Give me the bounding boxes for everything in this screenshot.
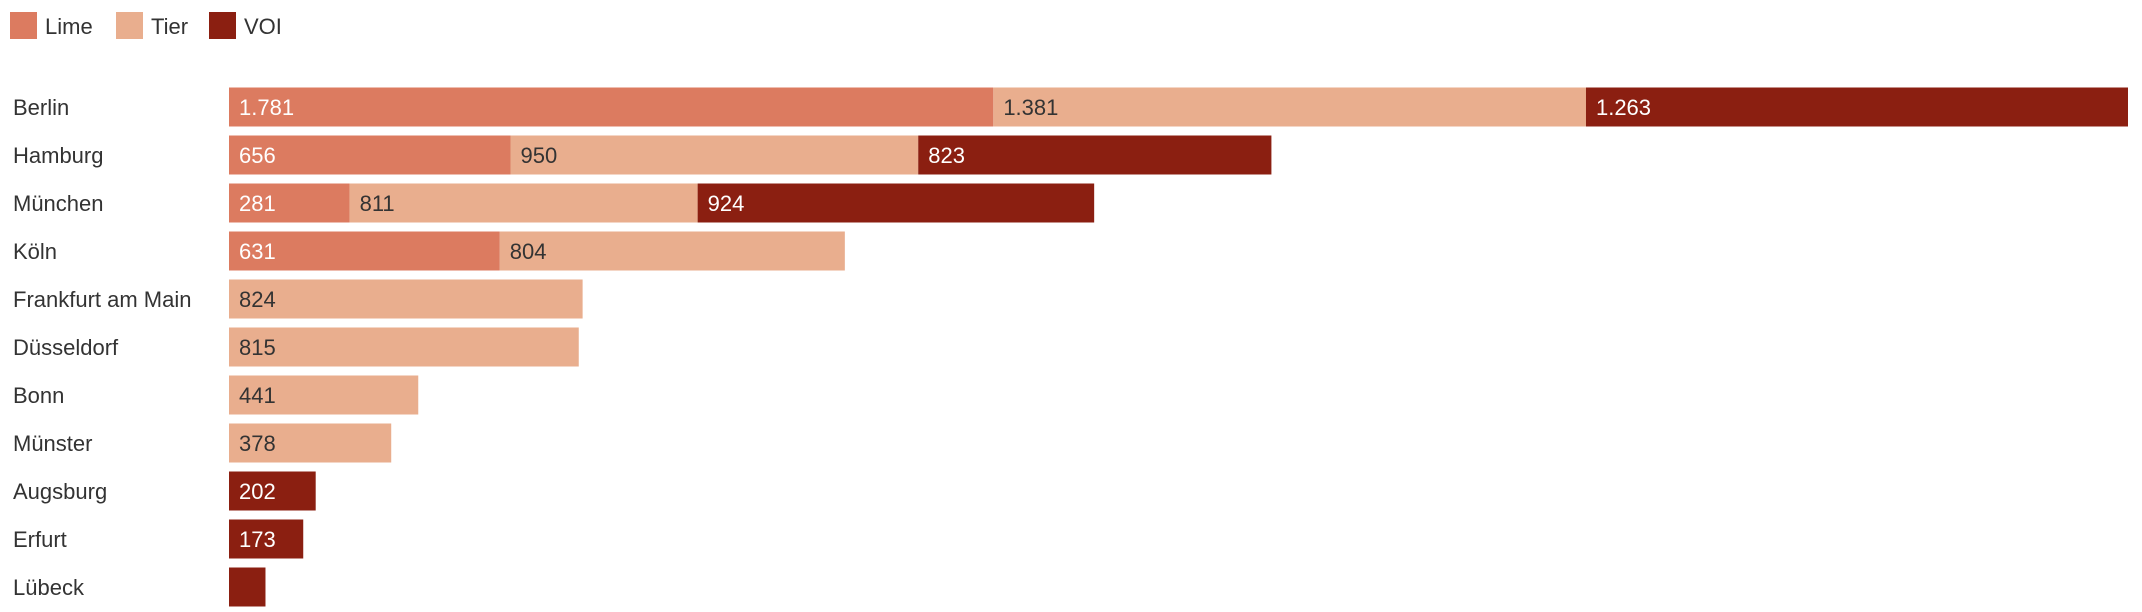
data-label-tier-frankfurt-am-main: 824 [239,287,276,312]
data-label-tier-duesseldorf: 815 [239,335,276,360]
bar-voi-berlin [1585,87,2128,127]
category-label-hamburg: Hamburg [13,143,103,168]
bar-lime-berlin [229,87,994,127]
bar-lime-hamburg [229,135,511,175]
category-label-frankfurt-am-main: Frankfurt am Main [13,287,192,312]
legend-swatch-lime [10,12,37,39]
data-label-tier-muenster: 378 [239,431,276,456]
bars: 1.781 1.381 1.263 656 950 823 281 811 924 631 804 8… [229,87,2128,607]
bar-tier-muenster [229,423,392,463]
data-label-lime-hamburg: 656 [239,143,276,168]
category-axis: Berlin Hamburg München Köln Frankfurt am Mai… [13,95,192,600]
bar-lime-muenchen [229,183,350,223]
data-label-voi-berlin: 1.263 [1596,95,1651,120]
bar-lime-koeln [229,231,500,271]
data-label-tier-muenchen: 811 [360,191,395,216]
bar-voi-hamburg [918,135,1272,175]
category-label-muenster: Münster [13,431,92,456]
legend-label-voi: VOI [244,14,282,39]
bar-tier-muenchen [349,183,698,223]
data-label-tier-hamburg: 950 [521,143,558,168]
bar-tier-frankfurt-am-main [229,279,583,319]
data-label-tier-berlin: 1.381 [1003,95,1058,120]
bar-voi-luebeck [229,567,266,607]
category-label-muenchen: München [13,191,104,216]
legend-swatch-voi [209,12,236,39]
legend-label-lime: Lime [45,14,93,39]
data-label-lime-koeln: 631 [239,239,276,264]
bar-tier-bonn [229,375,419,415]
data-label-tier-koeln: 804 [510,239,547,264]
data-label-lime-muenchen: 281 [239,191,276,216]
data-label-lime-berlin: 1.781 [239,95,294,120]
bar-tier-koeln [499,231,845,271]
category-label-augsburg: Augsburg [13,479,107,504]
data-label-voi-augsburg: 202 [239,479,276,504]
data-label-voi-hamburg: 823 [928,143,965,168]
data-label-voi-erfurt: 173 [239,527,276,552]
bar-voi-muenchen [697,183,1095,223]
legend: Lime Tier VOI [10,12,282,39]
category-label-luebeck: Lübeck [13,575,85,600]
bar-tier-duesseldorf [229,327,579,367]
legend-label-tier: Tier [151,14,188,39]
category-label-erfurt: Erfurt [13,527,67,552]
category-label-bonn: Bonn [13,383,64,408]
category-label-berlin: Berlin [13,95,69,120]
data-label-tier-bonn: 441 [239,383,276,408]
bar-voi-augsburg [229,471,316,511]
data-label-voi-muenchen: 924 [708,191,745,216]
legend-swatch-tier [116,12,143,39]
bar-tier-berlin [993,87,1586,127]
bar-tier-hamburg [510,135,919,175]
category-label-koeln: Köln [13,239,57,264]
category-label-duesseldorf: Düsseldorf [13,335,119,360]
bar-voi-erfurt [229,519,304,559]
